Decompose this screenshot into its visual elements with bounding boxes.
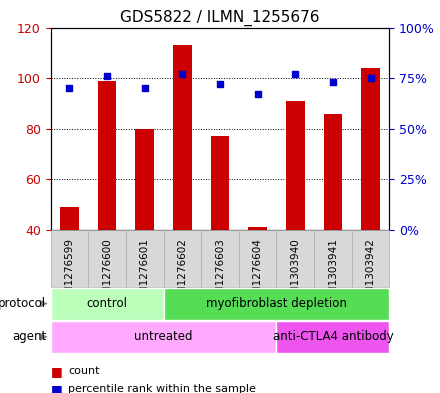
Bar: [51, 230, 88, 287]
Bar: [88, 230, 126, 287]
Text: GSM1276601: GSM1276601: [140, 239, 150, 309]
Bar: [60, 207, 79, 230]
Text: untreated: untreated: [134, 331, 193, 343]
Bar: [164, 230, 201, 287]
Text: anti-CTLA4 antibody: anti-CTLA4 antibody: [272, 331, 393, 343]
Bar: [314, 230, 352, 287]
Text: ■: ■: [51, 365, 62, 378]
Text: myofibroblast depletion: myofibroblast depletion: [206, 297, 347, 310]
Point: [66, 85, 73, 91]
Text: GSM1303941: GSM1303941: [328, 239, 338, 309]
Bar: [239, 230, 276, 287]
Bar: [323, 114, 342, 230]
Bar: [51, 321, 276, 353]
Text: GSM1303942: GSM1303942: [366, 239, 376, 309]
Point: [330, 79, 337, 85]
Bar: [51, 288, 164, 320]
Bar: [201, 230, 239, 287]
Bar: [136, 129, 154, 230]
Bar: [248, 228, 267, 230]
Point: [292, 71, 299, 77]
Point: [216, 81, 224, 87]
Bar: [352, 230, 389, 287]
Bar: [361, 68, 380, 230]
Text: GSM1276604: GSM1276604: [253, 239, 263, 309]
Bar: [126, 230, 164, 287]
Point: [367, 75, 374, 81]
Text: GSM1276603: GSM1276603: [215, 239, 225, 309]
Point: [254, 91, 261, 97]
Point: [179, 71, 186, 77]
Point: [141, 85, 148, 91]
Bar: [276, 230, 314, 287]
Title: GDS5822 / ILMN_1255676: GDS5822 / ILMN_1255676: [120, 10, 320, 26]
Text: control: control: [87, 297, 128, 310]
Text: ■: ■: [51, 382, 62, 393]
Bar: [286, 101, 305, 230]
Text: count: count: [68, 366, 100, 376]
Text: percentile rank within the sample: percentile rank within the sample: [68, 384, 256, 393]
Bar: [211, 136, 229, 230]
Bar: [164, 288, 389, 320]
Text: GSM1303940: GSM1303940: [290, 239, 300, 308]
Text: protocol: protocol: [0, 297, 46, 310]
Text: GSM1276600: GSM1276600: [102, 239, 112, 308]
Bar: [173, 45, 192, 230]
Bar: [276, 321, 389, 353]
Bar: [98, 81, 117, 230]
Text: agent: agent: [12, 331, 46, 343]
Text: GSM1276602: GSM1276602: [177, 239, 187, 309]
Point: [103, 73, 110, 79]
Text: GSM1276599: GSM1276599: [64, 239, 74, 309]
